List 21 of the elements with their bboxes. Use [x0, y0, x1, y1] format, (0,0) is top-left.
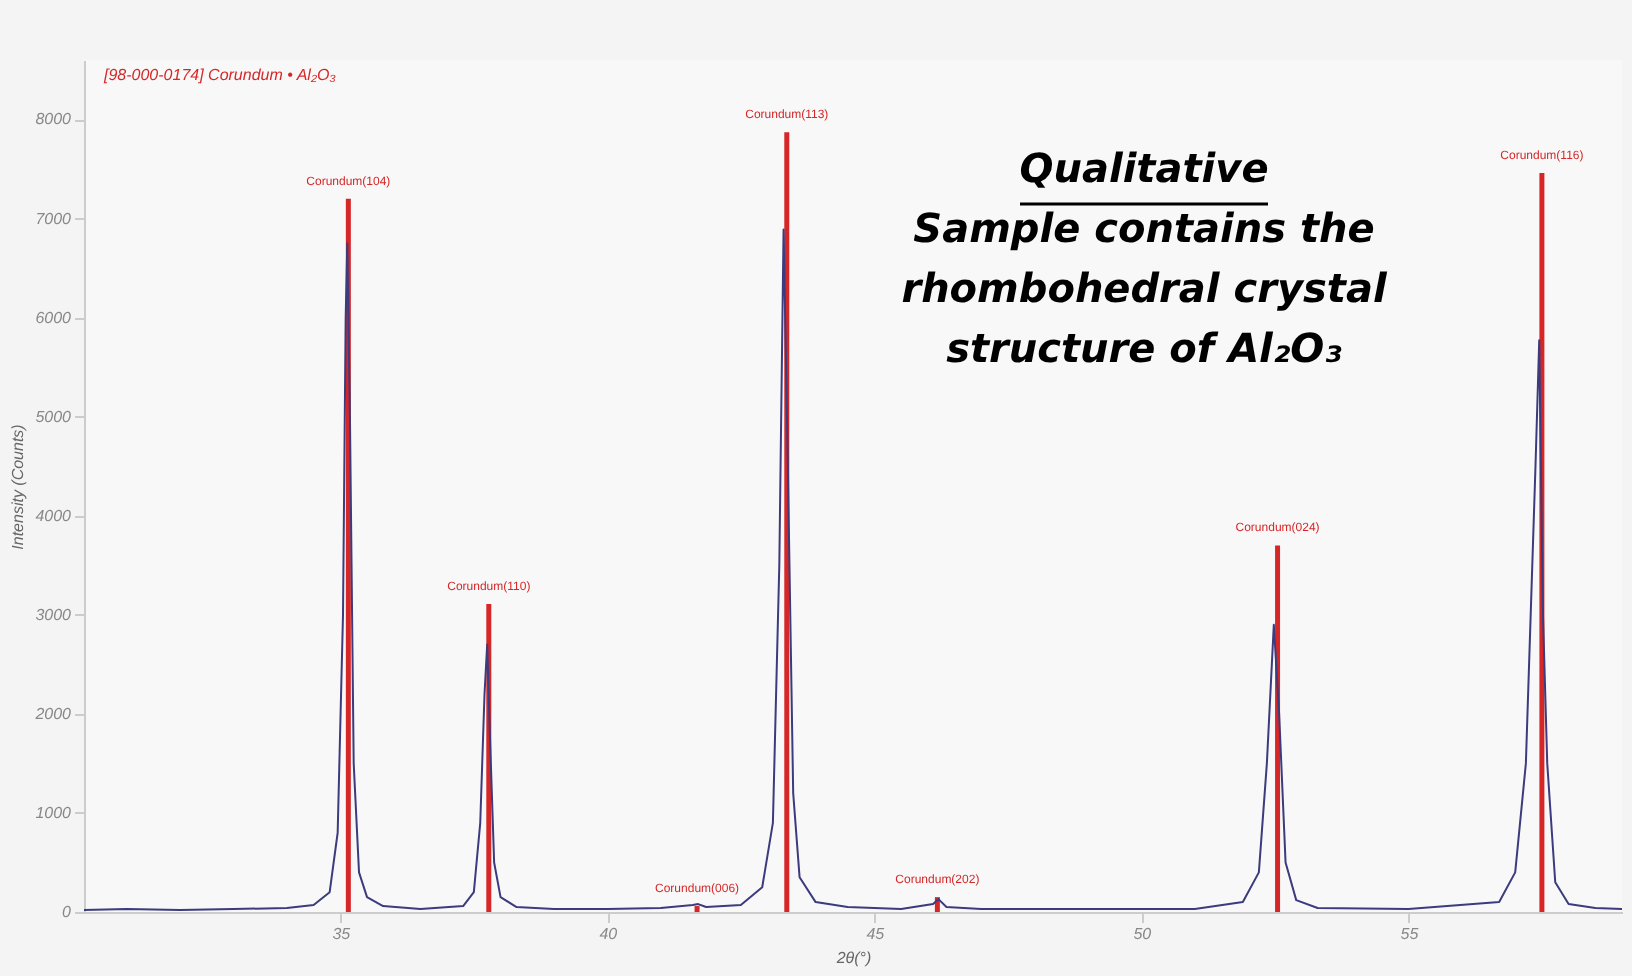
y-tick-label: 5000: [35, 407, 73, 426]
x-tick-label: 45: [866, 925, 886, 943]
y-tick-label: 1000: [35, 803, 73, 822]
x-tick-label: 50: [1133, 925, 1153, 943]
y-tick-label: 2000: [33, 704, 73, 723]
y-axis-title: Intensity (Counts): [9, 423, 28, 550]
y-tick-label: 8000: [35, 110, 73, 129]
y-tick-label: 4000: [35, 506, 73, 525]
y-tick-label: 3000: [35, 605, 73, 624]
annotation: Qualitative: [1019, 144, 1269, 192]
text: [98-000-0174] Corundum • Al₂O₃: [102, 66, 336, 84]
y-tick-label: 7000: [35, 209, 73, 228]
x-tick-label: 40: [599, 925, 619, 943]
y-tick-label: 0: [62, 903, 73, 921]
x-tick-label: 55: [1400, 925, 1420, 943]
x-axis-title: 2θ(°): [834, 949, 872, 967]
bar: [694, 906, 700, 912]
bar: [1275, 545, 1281, 912]
y-tick-label: 6000: [35, 308, 73, 327]
x-tick-label: 35: [332, 925, 352, 943]
annotation: Sample contains the rhombohedral crystal structure of Al₂O₃: [901, 204, 1389, 372]
